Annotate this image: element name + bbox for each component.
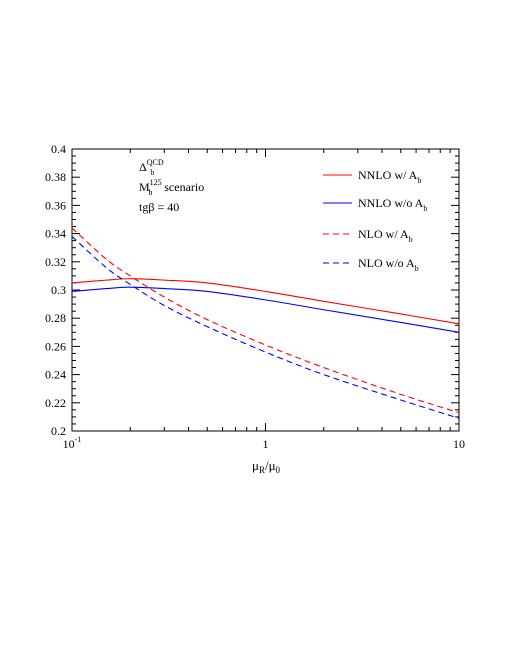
- y-tick-label: 0.24: [45, 368, 66, 382]
- series-line-4: [71, 236, 460, 419]
- y-tick-label: 0.32: [45, 255, 66, 269]
- x-tick-labels: 10-1 1 10: [63, 435, 465, 451]
- legend-label-2: NNLO w/o Ab: [358, 196, 427, 213]
- annotation-line-1: ΔQCD b: [139, 158, 164, 177]
- series-line-3: [71, 227, 460, 414]
- legend-label-4: NLO w/o Ab: [358, 256, 419, 273]
- series-line-1: [71, 278, 460, 325]
- y-tick-label: 0.34: [45, 227, 66, 241]
- y-tick-label: 0.22: [45, 396, 66, 410]
- y-tick-label: 0.2: [51, 424, 66, 438]
- y-tick-label: 0.26: [45, 339, 66, 353]
- y-tick-label: 0.38: [45, 170, 66, 184]
- plot-frame: [71, 148, 460, 432]
- y-tick-label: 0.36: [45, 198, 66, 212]
- x-tick-label: 1: [263, 437, 269, 451]
- y-tick-label: 0.28: [45, 311, 66, 325]
- legend: NNLO w/ Ab NNLO w/o Ab NLO w/ Ab NLO w/o Ab: [323, 168, 427, 273]
- x-tick-label: 10: [453, 437, 465, 451]
- series-line-2: [71, 286, 460, 333]
- x-axis-label: μR/μ0: [252, 458, 281, 475]
- legend-label-1: NNLO w/ Ab: [358, 168, 421, 185]
- y-tick-labels: 0.2 0.22 0.24 0.26 0.28 0.3 0.32 0.34 0.36 0.38 0.…: [45, 142, 66, 438]
- legend-label-3: NLO w/ Ab: [358, 227, 413, 244]
- series-lines: [71, 227, 460, 419]
- y-tick-label: 0.4: [51, 142, 66, 156]
- y-tick-label: 0.3: [51, 283, 66, 297]
- annotation-line-2: M125 h scenario: [139, 178, 204, 197]
- plot-area: 0.2 0.22 0.24 0.26 0.28 0.3 0.32 0.34 0.36 0.38 0.…: [45, 142, 465, 451]
- annotation-line-3: tgβ = 40: [139, 200, 179, 214]
- x-tick-label: 10-1: [63, 435, 82, 451]
- axis-ticks: [71, 148, 460, 432]
